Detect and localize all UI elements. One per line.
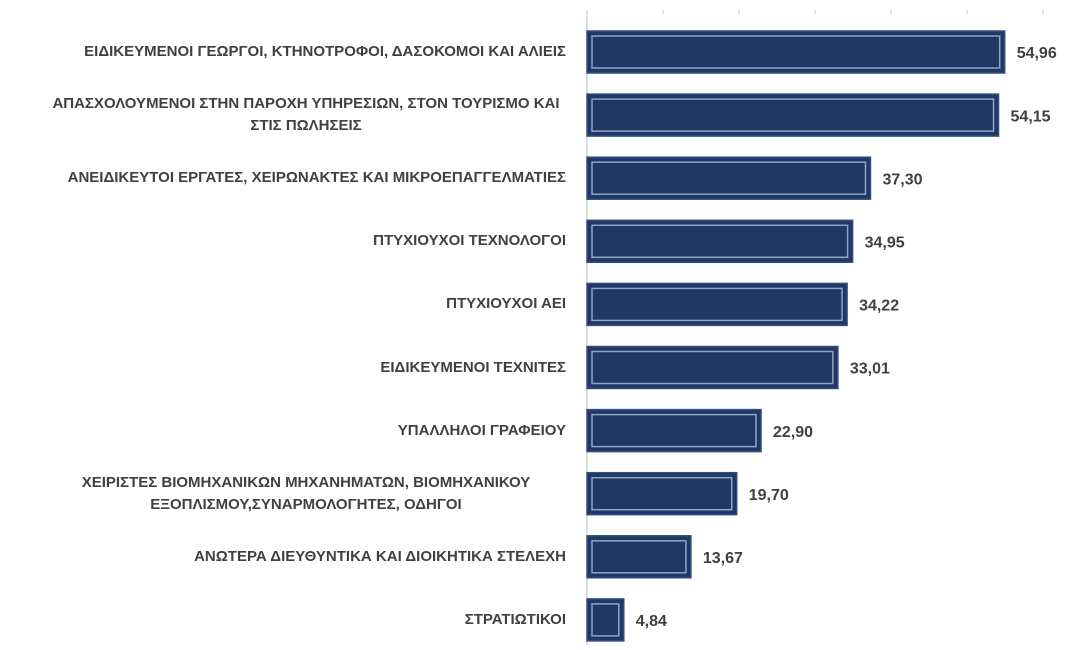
bar-bevel [591,476,733,511]
category-label: ΧΕΙΡΙΣΤΕΣ ΒΙΟΜΗΧΑΝΙΚΩΝ ΜΗΧΑΝΗΜΑΤΩΝ, ΒΙΟΜ… [81,473,531,513]
category-label: ΑΝΕΙΔΙΚΕΥΤΟΙ ΕΡΓΑΤΕΣ, ΧΕΙΡΩΝΑΚΤΕΣ ΚΑΙ ΜΙ… [67,169,566,187]
bar-bevel [591,413,757,448]
category-label-box: ΣΤΡΑΤΙΩΤΙΚΟΙ [0,595,566,645]
bar [586,219,854,264]
bar-bevel [591,35,1001,69]
value-label: 54,96 [1017,45,1057,62]
bar-bevel [591,224,849,259]
category-label-box: ΑΝΕΙΔΙΚΕΥΤΟΙ ΕΡΓΑΤΕΣ, ΧΕΙΡΩΝΑΚΤΕΣ ΚΑΙ ΜΙ… [0,153,566,203]
value-label: 22,90 [773,424,813,441]
bar-bevel [591,350,834,385]
bar [586,471,738,516]
value-label: 54,15 [1011,108,1051,125]
value-label: 19,70 [749,487,789,504]
bar [586,598,625,642]
category-label: ΕΙΔΙΚΕΥΜΕΝΟΙ ΓΕΩΡΓΟΙ, ΚΤΗΝΟΤΡΟΦΟΙ, ΔΑΣΟΚ… [84,43,566,60]
value-label: 34,22 [859,298,899,315]
category-label: ΕΙΔΙΚΕΥΜΕΝΟΙ ΤΕΧΝΙΤΕΣ [380,358,566,376]
bar [586,156,872,200]
category-label: ΑΠΑΣΧΟΛΟΥΜΕΝΟΙ ΣΤΗΝ ΠΑΡΟΧΗ ΥΠΗΡΕΣΙΩΝ, ΣΤ… [52,95,560,135]
category-label: ΠΤΥΧΙΟΥΧΟΙ ΤΕΧΝΟΛΟΓΟΙ [373,232,566,250]
value-label: 4,84 [636,613,667,630]
category-label-box: ΕΙΔΙΚΕΥΜΕΝΟΙ ΤΕΧΝΙΤΕΣ [0,343,566,393]
bar [586,93,1000,137]
category-label-box: ΑΝΩΤΕΡΑ ΔΙΕΥΘΥΝΤΙΚΑ ΚΑΙ ΔΙΟΙΚΗΤΙΚΑ ΣΤΕΛΕ… [0,532,566,582]
value-label: 33,01 [850,361,890,378]
bar [586,535,692,579]
bar-bevel [591,287,843,322]
bar-bevel [591,603,620,637]
category-label-box: ΧΕΙΡΙΣΤΕΣ ΒΙΟΜΗΧΑΝΙΚΩΝ ΜΗΧΑΝΗΜΑΤΩΝ, ΒΙΟΜ… [0,469,566,519]
bar [586,408,762,453]
category-label: ΥΠΑΛΛΗΛΟΙ ΓΡΑΦΕΙΟΥ [397,421,566,439]
bar [586,282,848,327]
bar-bevel [591,98,995,132]
bar [586,30,1006,74]
bar-bevel [591,161,867,195]
value-label: 37,30 [882,171,922,188]
category-label-box: ΕΙΔΙΚΕΥΜΕΝΟΙ ΓΕΩΡΓΟΙ, ΚΤΗΝΟΤΡΟΦΟΙ, ΔΑΣΟΚ… [0,27,566,77]
value-label: 13,67 [703,550,743,567]
category-label: ΠΤΥΧΙΟΥΧΟΙ ΑΕΙ [446,295,566,313]
category-label-box: ΠΤΥΧΙΟΥΧΟΙ ΑΕΙ [0,279,566,329]
category-label-box: ΥΠΑΛΛΗΛΟΙ ΓΡΑΦΕΙΟΥ [0,406,566,456]
category-label-box: ΑΠΑΣΧΟΛΟΥΜΕΝΟΙ ΣΤΗΝ ΠΑΡΟΧΗ ΥΠΗΡΕΣΙΩΝ, ΣΤ… [0,90,566,140]
value-label: 34,95 [865,235,905,252]
category-label-box: ΠΤΥΧΙΟΥΧΟΙ ΤΕΧΝΟΛΟΓΟΙ [0,216,566,266]
category-label: ΑΝΩΤΕΡΑ ΔΙΕΥΘΥΝΤΙΚΑ ΚΑΙ ΔΙΟΙΚΗΤΙΚΑ ΣΤΕΛΕ… [194,547,566,565]
bar [586,345,839,390]
bar-bevel [591,540,687,574]
category-label: ΣΤΡΑΤΙΩΤΙΚΟΙ [464,610,566,628]
